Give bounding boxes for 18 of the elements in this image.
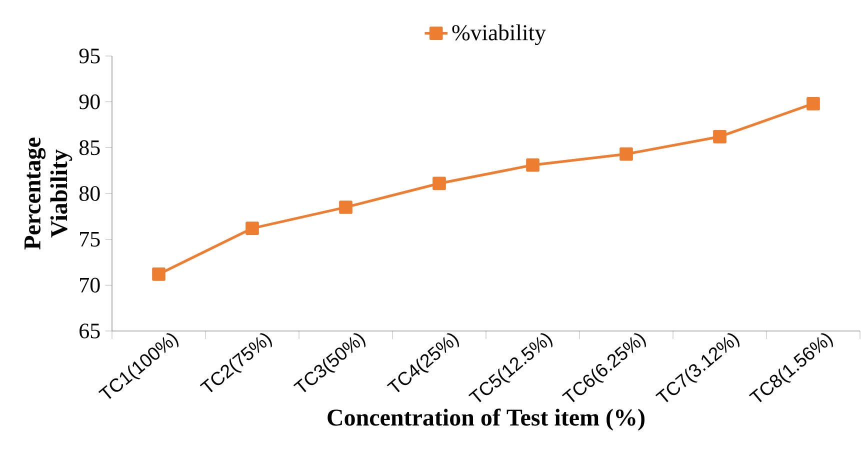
point bbox=[339, 200, 352, 214]
point bbox=[526, 158, 540, 172]
point bbox=[152, 268, 166, 281]
point bbox=[713, 130, 726, 144]
y-tick-label: 80 bbox=[79, 186, 100, 201]
y-tick-label: 90 bbox=[79, 94, 100, 110]
y-tick-label: 70 bbox=[80, 278, 100, 293]
point bbox=[246, 222, 259, 236]
x-axis-title: Concentration of Test item (%) bbox=[328, 408, 644, 431]
point bbox=[806, 97, 820, 110]
y-tick-label: 85 bbox=[79, 140, 100, 156]
legend-label: %viability bbox=[452, 24, 546, 46]
point bbox=[432, 176, 446, 190]
y-tick-label: 95 bbox=[79, 48, 100, 64]
y-tick-label: 75 bbox=[80, 232, 100, 247]
y-axis-title: Percentage Viability bbox=[24, 138, 72, 250]
point bbox=[620, 147, 633, 161]
y-tick-label: 65 bbox=[80, 324, 100, 338]
